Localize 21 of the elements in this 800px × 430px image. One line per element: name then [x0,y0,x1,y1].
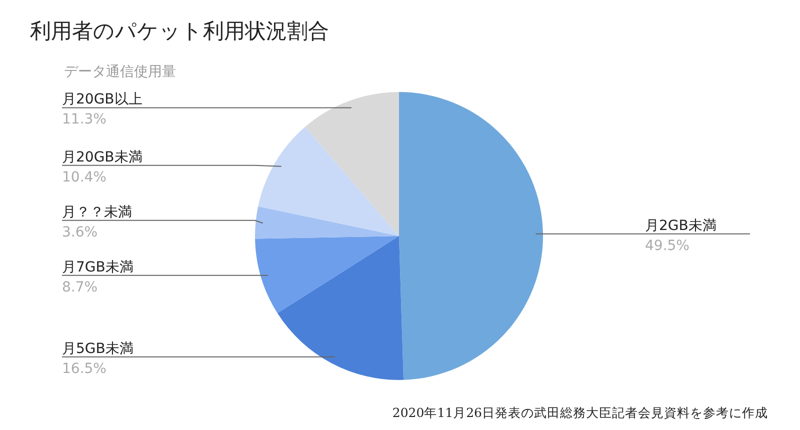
slice-label: 月2GB未満 [645,218,716,234]
pie-slice [255,236,399,314]
pie-slice [258,126,399,236]
data-label: 8.7% [62,279,98,296]
legend-title: データ通信使用量 [64,64,176,80]
text: 2020年11月26日発表の武田総務大臣記者会見資料を参考に作成 [392,405,768,420]
slice-label: 月？？未満 [62,204,132,220]
chart-title: 利用者のパケット利用状況割合 [30,19,329,43]
pie-slice [399,92,543,380]
pie-slice [255,206,399,239]
slice-label: 月20GB以上 [62,92,142,108]
data-label: 49.5% [645,238,690,254]
slice-label: 月20GB未満 [62,149,142,166]
slice-label: 月7GB未満 [62,259,134,276]
pie-slice [305,92,399,236]
data-label: 16.5% [62,360,106,377]
data-label: 3.6% [62,224,98,240]
pie-slice [277,236,404,380]
data-label: 10.4% [62,169,106,186]
data-label: 11.3% [62,112,106,128]
slice-label: 月5GB未満 [62,340,134,357]
